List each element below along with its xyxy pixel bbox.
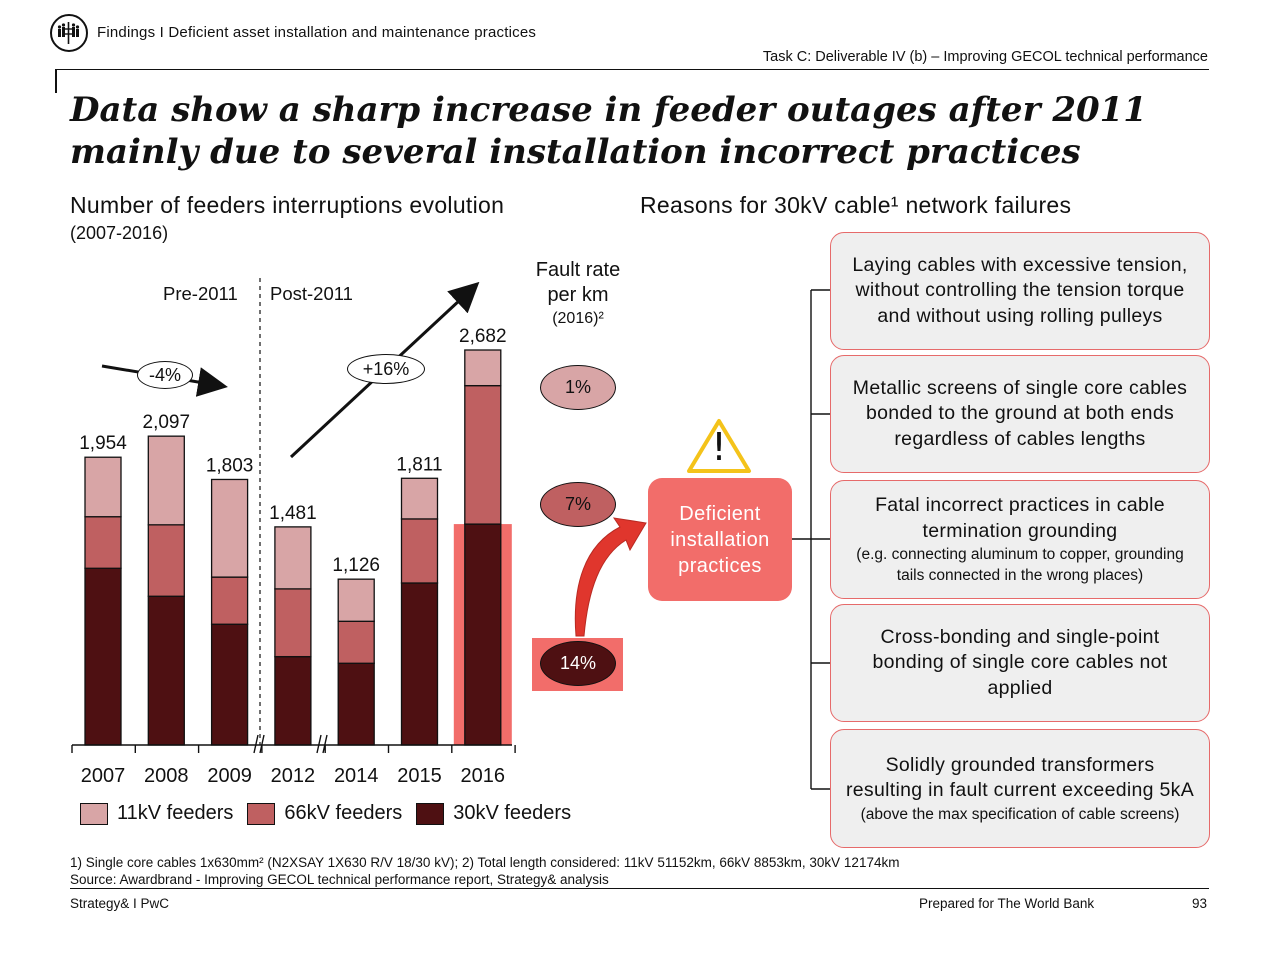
- reason-5-text: Solidly grounded transformers resulting …: [845, 753, 1195, 802]
- bar-2007-30kv: [84, 567, 122, 746]
- reasons-bracket: [792, 289, 830, 790]
- pre-trend-badge: -4%: [137, 361, 193, 389]
- footnote-source: Source: Awardbrand - Improving GECOL tec…: [70, 872, 609, 887]
- legend-label-11kv: 11kV feeders: [117, 802, 234, 824]
- reason-3-note: (e.g. connecting aluminum to copper, gro…: [856, 546, 1184, 584]
- bar-2014-11kv: [337, 578, 375, 622]
- fault-rate-30kv: 14%: [540, 641, 616, 686]
- header-rule-tick: [55, 69, 57, 93]
- fault-rate-66kv: 7%: [540, 482, 616, 527]
- reasons-title: Reasons for 30kV cable¹ network failures: [640, 192, 1072, 218]
- reason-card-3: Fatal incorrect practices in cable termi…: [830, 480, 1210, 599]
- year-label-2008: 2008: [144, 765, 189, 787]
- year-label-2015: 2015: [397, 765, 442, 787]
- task-label: Task C: Deliverable IV (b) – Improving G…: [762, 49, 1208, 65]
- section-title: Findings I Deficient asset installation …: [97, 24, 537, 41]
- curved-arrow-icon: [574, 517, 647, 637]
- bar-2016-66kv: [464, 384, 502, 525]
- bar-2014-66kv: [337, 620, 375, 664]
- bar-2009-66kv: [210, 576, 249, 625]
- year-label-2007: 2007: [80, 765, 126, 787]
- footer-prepared-for: Prepared for The World Bank: [919, 896, 1095, 911]
- footnote-definitions: 1) Single core cables 1x630mm² (N2XSAY 1…: [70, 855, 900, 870]
- warning-exclamation: !: [711, 425, 727, 469]
- year-label-2009: 2009: [207, 765, 252, 787]
- total-label-2015: 1,811: [396, 454, 442, 475]
- reason-3-text: Fatal incorrect practices in cable termi…: [875, 494, 1165, 542]
- post-trend-badge: +16%: [347, 354, 425, 384]
- legend: 11kV feeders 66kV feeders 30kV feeders: [80, 802, 571, 825]
- bar-2008-30kv: [147, 595, 185, 746]
- headline-line-2: mainly due to several installation incor…: [70, 132, 1081, 172]
- total-label-2008: 2,097: [143, 412, 191, 433]
- bar-2015-30kv: [400, 582, 439, 746]
- bar-2009-11kv: [210, 478, 249, 578]
- total-label-2016: 2,682: [459, 326, 507, 347]
- total-label-2012: 1,481: [269, 503, 317, 524]
- bar-2016-11kv: [464, 349, 502, 387]
- total-label-2009: 1,803: [206, 455, 254, 476]
- year-label-2012: 2012: [270, 765, 316, 787]
- bar-2008-11kv: [147, 435, 185, 526]
- headline-line-1: Data show a sharp increase in feeder out…: [70, 90, 1147, 130]
- x-axis: [71, 734, 516, 754]
- page-number: 93: [1192, 896, 1208, 911]
- header-rule: [55, 69, 1209, 70]
- fault-rate-year: (2016)²: [552, 310, 604, 327]
- slide-headline: Data show a sharp increase in feeder out…: [70, 89, 1170, 173]
- company-logo: [50, 14, 88, 52]
- reason-card-5: Solidly grounded transformers resulting …: [830, 729, 1210, 848]
- bar-2012-66kv: [274, 588, 312, 658]
- fault-rate-11kv: 1%: [540, 365, 616, 410]
- chart-subtitle: (2007-2016): [70, 223, 169, 243]
- post-2011-label: Post-2011: [270, 283, 353, 304]
- year-label-2014: 2014: [333, 765, 379, 787]
- reason-1-text: Laying cables with excessive tension, wi…: [852, 253, 1188, 327]
- legend-swatch-66kv: [247, 802, 276, 825]
- reason-card-2: Metallic screens of single core cables b…: [830, 355, 1210, 473]
- fault-rate-heading-2: per km: [547, 284, 609, 306]
- deficient-practices-box: Deficient installation practices: [648, 478, 792, 601]
- chart-title: Number of feeders interruptions evolutio…: [70, 192, 505, 218]
- footer-brand: Strategy& I PwC: [70, 896, 170, 911]
- bar-2012-30kv: [274, 655, 312, 746]
- deficient-practices-label: Deficient installation practices: [670, 502, 770, 577]
- total-label-2007: 1,954: [79, 433, 127, 454]
- legend-label-30kv: 30kV feeders: [453, 802, 572, 824]
- reason-5-note: (above the max specification of cable sc…: [860, 805, 1180, 823]
- people-icon: [57, 22, 80, 44]
- footer-rule: [70, 888, 1209, 889]
- fault-rate-heading-1: Fault rate: [535, 259, 621, 281]
- year-label-2016: 2016: [460, 765, 506, 787]
- bar-2015-11kv: [400, 477, 439, 520]
- reason-card-1: Laying cables with excessive tension, wi…: [830, 232, 1210, 350]
- warning-triangle-icon: [687, 419, 751, 473]
- reason-4-text: Cross-bonding and single-point bonding o…: [872, 625, 1168, 699]
- legend-swatch-11kv: [80, 802, 108, 825]
- bar-2012-11kv: [274, 526, 312, 590]
- bar-2007-11kv: [84, 456, 122, 518]
- fault-rate-heading: Fault rate per km: [508, 258, 648, 308]
- bar-2015-66kv: [400, 518, 439, 584]
- bar-2007-66kv: [84, 516, 122, 569]
- bar-2014-30kv: [337, 662, 375, 746]
- pre-2011-label: Pre-2011: [163, 283, 238, 304]
- bar-2009-30kv: [210, 623, 249, 746]
- bar-2016-30kv: [464, 523, 502, 746]
- reason-card-4: Cross-bonding and single-point bonding o…: [830, 604, 1210, 722]
- legend-label-66kv: 66kV feeders: [284, 802, 403, 824]
- legend-swatch-30kv: [416, 802, 445, 825]
- bar-2008-66kv: [147, 524, 185, 597]
- reason-2-text: Metallic screens of single core cables b…: [852, 376, 1188, 450]
- total-label-2014: 1,126: [332, 555, 380, 576]
